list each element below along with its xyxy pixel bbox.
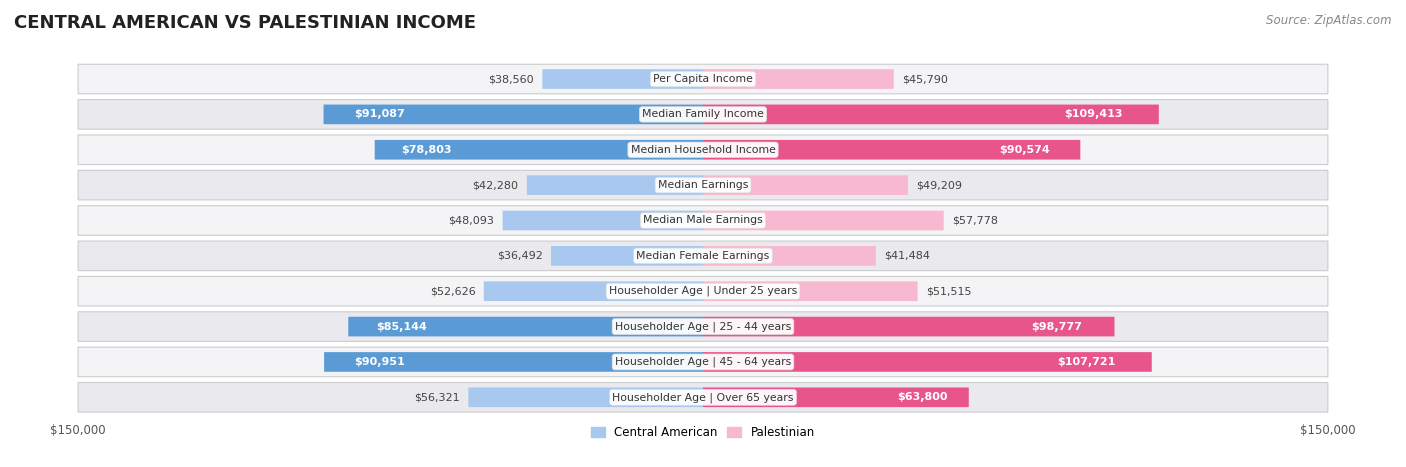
Text: $90,951: $90,951 — [354, 357, 405, 367]
Text: Median Earnings: Median Earnings — [658, 180, 748, 190]
Text: Householder Age | Over 65 years: Householder Age | Over 65 years — [612, 392, 794, 403]
Text: Householder Age | Under 25 years: Householder Age | Under 25 years — [609, 286, 797, 297]
Text: Median Household Income: Median Household Income — [630, 145, 776, 155]
FancyBboxPatch shape — [703, 211, 943, 230]
FancyBboxPatch shape — [703, 352, 1152, 372]
FancyBboxPatch shape — [79, 241, 1327, 271]
Text: $52,626: $52,626 — [430, 286, 475, 296]
Legend: Central American, Palestinian: Central American, Palestinian — [586, 421, 820, 444]
FancyBboxPatch shape — [543, 69, 703, 89]
FancyBboxPatch shape — [375, 140, 703, 160]
Text: Median Family Income: Median Family Income — [643, 109, 763, 120]
FancyBboxPatch shape — [527, 175, 703, 195]
Text: $90,574: $90,574 — [1000, 145, 1050, 155]
FancyBboxPatch shape — [503, 211, 703, 230]
Text: $48,093: $48,093 — [449, 215, 495, 226]
Text: $85,144: $85,144 — [377, 322, 427, 332]
Text: $56,321: $56,321 — [415, 392, 460, 402]
FancyBboxPatch shape — [79, 347, 1327, 377]
Text: $109,413: $109,413 — [1064, 109, 1122, 120]
FancyBboxPatch shape — [703, 317, 1115, 336]
FancyBboxPatch shape — [79, 170, 1327, 200]
FancyBboxPatch shape — [703, 69, 894, 89]
Text: $38,560: $38,560 — [488, 74, 534, 84]
FancyBboxPatch shape — [551, 246, 703, 266]
FancyBboxPatch shape — [703, 388, 969, 407]
Text: Median Female Earnings: Median Female Earnings — [637, 251, 769, 261]
FancyBboxPatch shape — [79, 205, 1327, 235]
Text: Householder Age | 25 - 44 years: Householder Age | 25 - 44 years — [614, 321, 792, 332]
Text: $78,803: $78,803 — [401, 145, 451, 155]
FancyBboxPatch shape — [79, 135, 1327, 164]
FancyBboxPatch shape — [703, 175, 908, 195]
Text: $49,209: $49,209 — [917, 180, 962, 190]
FancyBboxPatch shape — [703, 140, 1080, 160]
Text: $41,484: $41,484 — [884, 251, 931, 261]
Text: Per Capita Income: Per Capita Income — [652, 74, 754, 84]
Text: $98,777: $98,777 — [1031, 322, 1081, 332]
Text: $51,515: $51,515 — [927, 286, 972, 296]
FancyBboxPatch shape — [79, 312, 1327, 341]
FancyBboxPatch shape — [349, 317, 703, 336]
Text: $63,800: $63,800 — [897, 392, 948, 402]
FancyBboxPatch shape — [323, 105, 703, 124]
Text: $107,721: $107,721 — [1057, 357, 1116, 367]
Text: $42,280: $42,280 — [472, 180, 519, 190]
Text: Householder Age | 45 - 64 years: Householder Age | 45 - 64 years — [614, 357, 792, 367]
FancyBboxPatch shape — [703, 282, 918, 301]
Text: Source: ZipAtlas.com: Source: ZipAtlas.com — [1267, 14, 1392, 27]
Text: Median Male Earnings: Median Male Earnings — [643, 215, 763, 226]
FancyBboxPatch shape — [79, 382, 1327, 412]
Text: CENTRAL AMERICAN VS PALESTINIAN INCOME: CENTRAL AMERICAN VS PALESTINIAN INCOME — [14, 14, 477, 32]
FancyBboxPatch shape — [703, 105, 1159, 124]
FancyBboxPatch shape — [484, 282, 703, 301]
FancyBboxPatch shape — [468, 388, 703, 407]
Text: $57,778: $57,778 — [952, 215, 998, 226]
FancyBboxPatch shape — [703, 246, 876, 266]
Text: $36,492: $36,492 — [496, 251, 543, 261]
FancyBboxPatch shape — [79, 64, 1327, 94]
Text: $45,790: $45,790 — [903, 74, 948, 84]
FancyBboxPatch shape — [79, 276, 1327, 306]
FancyBboxPatch shape — [325, 352, 703, 372]
FancyBboxPatch shape — [79, 99, 1327, 129]
Text: $91,087: $91,087 — [354, 109, 405, 120]
